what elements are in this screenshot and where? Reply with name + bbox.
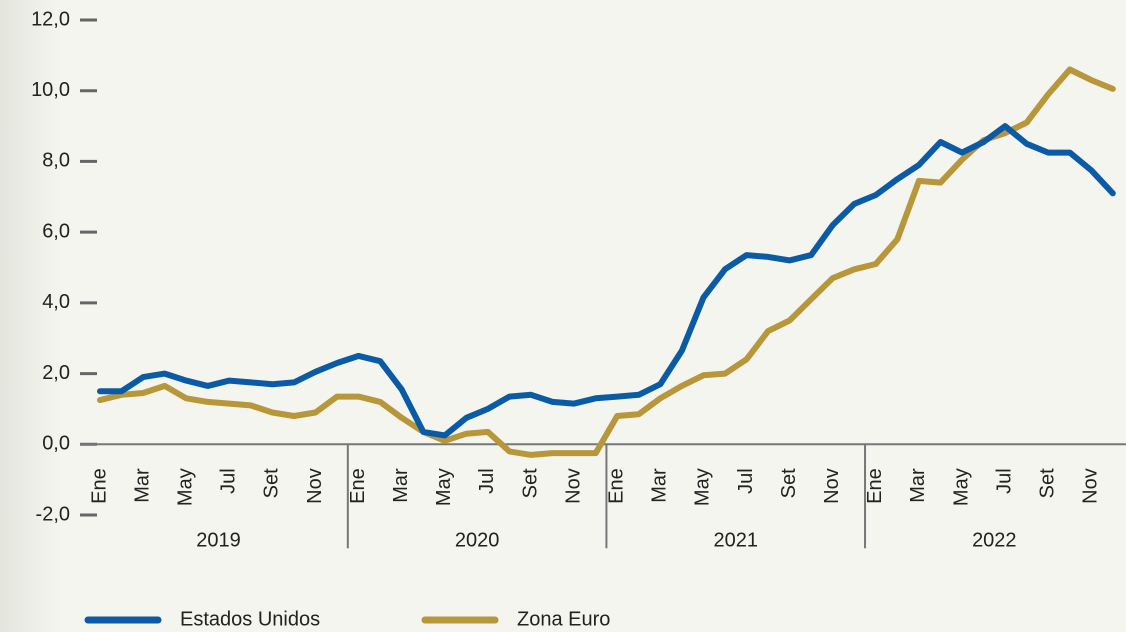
legend-label: Estados Unidos [180,608,320,630]
x-tick-label: Ene [864,468,886,504]
x-tick-label: Ene [88,468,110,504]
x-tick-label: Jul [993,468,1015,494]
y-tick-label: -2,0 [36,503,70,525]
x-tick-label: Set [778,468,800,498]
x-tick-label: Mar [649,468,671,503]
year-label: 2019 [196,530,241,552]
x-tick-label: Nov [562,468,584,504]
x-tick-label: Mar [907,468,929,503]
x-tick-label: Set [261,468,283,498]
year-label: 2022 [972,530,1017,552]
legend-label: Zona Euro [517,608,610,630]
y-tick-label: 8,0 [42,150,70,172]
x-tick-label: Mar [131,468,153,503]
y-tick-label: 12,0 [31,8,70,30]
x-tick-label: May [950,468,972,506]
x-tick-label: Jul [218,468,240,494]
y-tick-label: 10,0 [31,79,70,101]
line-series [97,66,1116,458]
y-tick-label: 2,0 [42,362,70,384]
y-tick-label: 6,0 [42,220,70,242]
x-tick-label: May [692,468,714,506]
x-tick-label: May [174,468,196,506]
x-tick-label: Set [1036,468,1058,498]
x-tick-label: Jul [735,468,757,494]
x-tick-label: Ene [605,468,627,504]
y-tick-label: 0,0 [42,433,70,455]
year-label: 2020 [455,530,500,552]
x-tick-label: Jul [476,468,498,494]
line-series [97,123,1116,439]
x-tick-label: Mar [390,468,412,503]
year-label: 2021 [713,530,758,552]
x-tick-label: Nov [304,468,326,504]
background-edge [0,0,60,632]
x-tick-label: Nov [1080,468,1102,504]
x-tick-label: Ene [347,468,369,504]
x-tick-label: Nov [821,468,843,504]
x-tick-label: Set [519,468,541,498]
x-tick-label: May [433,468,455,506]
y-tick-label: 4,0 [42,291,70,313]
